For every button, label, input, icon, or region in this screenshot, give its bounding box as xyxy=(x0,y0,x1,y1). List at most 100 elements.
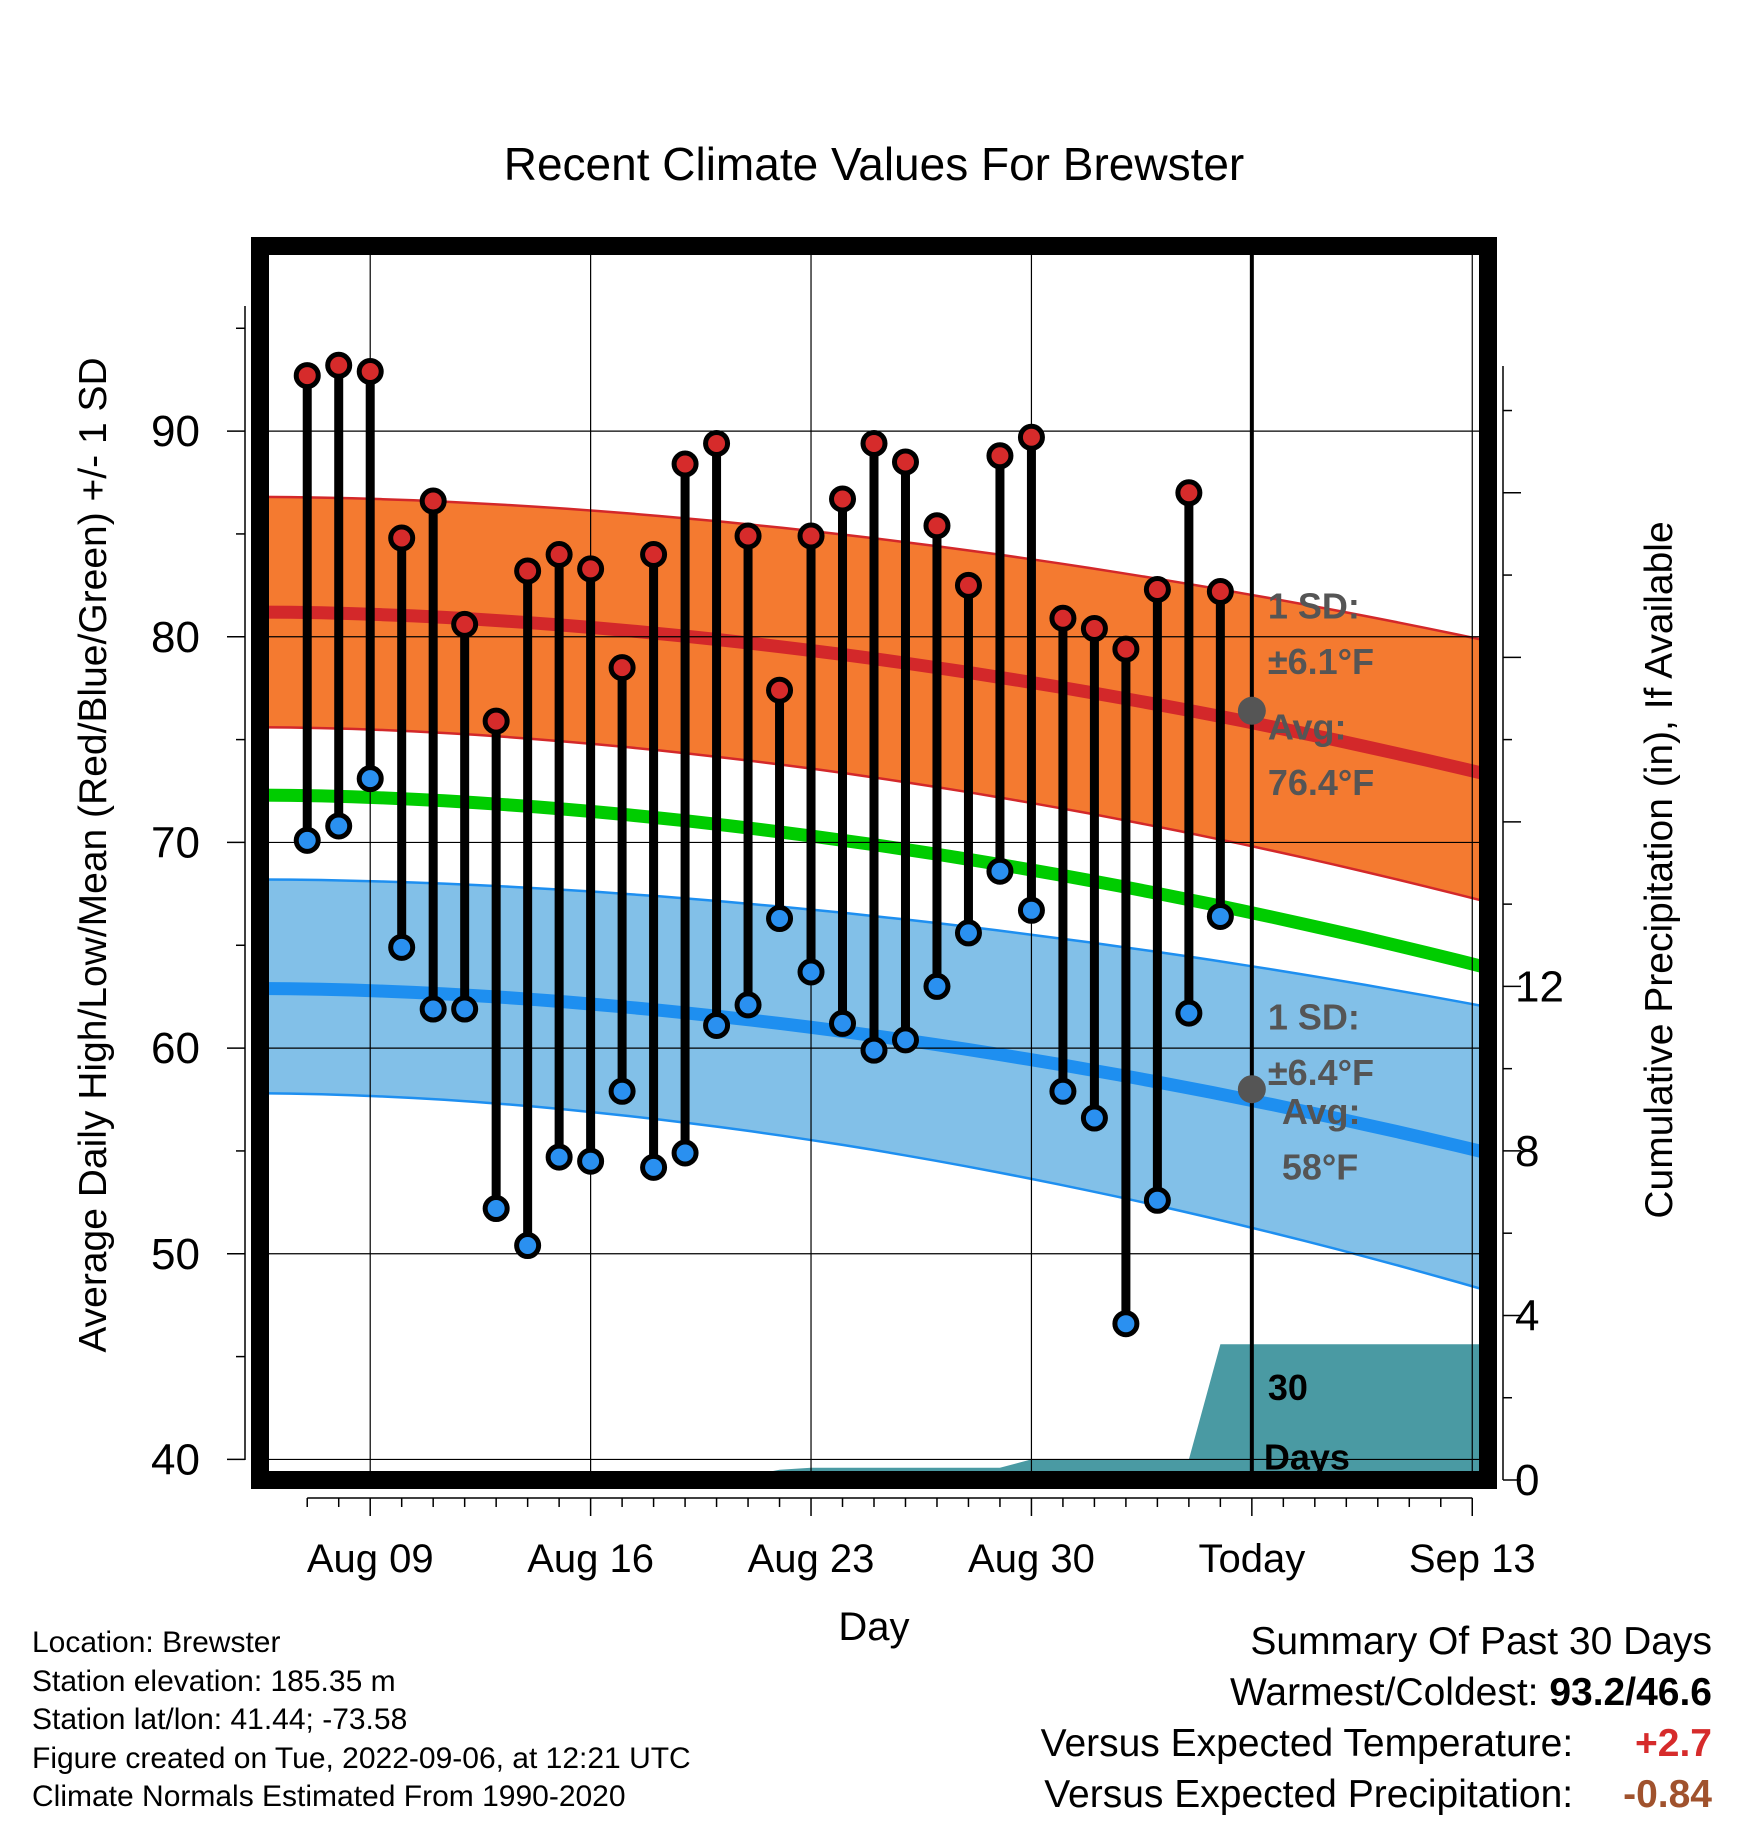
low-avg-annotation: 58°F xyxy=(1282,1147,1358,1188)
precip-area xyxy=(260,1344,1488,1480)
daily-high-point xyxy=(388,524,416,552)
daily-high-point xyxy=(797,522,825,550)
y2-tick-label: 8 xyxy=(1515,1127,1539,1176)
daily-low-point xyxy=(734,991,762,1019)
daily-low-point xyxy=(829,1009,857,1037)
x-tick-label: Sep 13 xyxy=(1409,1537,1536,1581)
daily-low-point xyxy=(1080,1104,1108,1132)
daily-low-point xyxy=(325,812,353,840)
daily-high-point xyxy=(766,676,794,704)
warmest-value: 93.2/46.6 xyxy=(1549,1671,1712,1714)
daily-low-point xyxy=(1143,1186,1171,1214)
station-info: Location: Brewster Station elevation: 18… xyxy=(32,1624,691,1817)
daily-low-point xyxy=(356,765,384,793)
daily-low-point xyxy=(923,972,951,1000)
daily-high-point xyxy=(703,429,731,457)
daily-high-point xyxy=(829,485,857,513)
x-tick-label: Aug 09 xyxy=(307,1537,434,1581)
high-sd-annotation: 1 SD: xyxy=(1268,585,1360,626)
days-annotation: 30 xyxy=(1268,1367,1308,1408)
daily-high-point xyxy=(451,610,479,638)
today-high-avg-marker xyxy=(1237,696,1266,725)
daily-high-point xyxy=(860,429,888,457)
daily-low-point xyxy=(986,857,1014,885)
daily-high-point xyxy=(608,654,636,682)
y-tick-label: 90 xyxy=(151,407,200,456)
summary-title: Summary Of Past 30 Days xyxy=(1250,1620,1712,1663)
x-tick-label: Today xyxy=(1198,1537,1305,1581)
daily-high-point xyxy=(482,707,510,735)
low-sd-annotation: ±6.4°F xyxy=(1268,1052,1374,1093)
warmest-label: Warmest/Coldest: xyxy=(1230,1671,1539,1714)
summary-panel: Summary Of Past 30 Days Warmest/Coldest:… xyxy=(1041,1616,1712,1820)
daily-high-point xyxy=(1017,423,1045,451)
today-low-avg-marker xyxy=(1237,1075,1266,1104)
daily-low-point xyxy=(419,995,447,1023)
daily-low-point xyxy=(1049,1077,1077,1105)
y-tick-label: 80 xyxy=(151,613,200,662)
y2-tick-label: 0 xyxy=(1515,1456,1539,1505)
daily-low-point xyxy=(608,1077,636,1105)
low-sd-annotation: 1 SD: xyxy=(1268,997,1360,1038)
daily-high-point xyxy=(293,362,321,390)
daily-high-point xyxy=(356,357,384,385)
daily-low-point xyxy=(482,1195,510,1223)
daily-high-point xyxy=(671,450,699,478)
x-tick-label: Aug 23 xyxy=(748,1537,875,1581)
high-avg-annotation: 76.4°F xyxy=(1268,762,1374,803)
low-sd-band xyxy=(260,879,1488,1291)
daily-low-point xyxy=(293,826,321,854)
daily-low-point xyxy=(891,1026,919,1054)
daily-high-point xyxy=(891,448,919,476)
y2-axis-label: Cumulative Precipitation (in), If Availa… xyxy=(1638,521,1681,1218)
normals-text: Climate Normals Estimated From 1990-2020 xyxy=(32,1780,626,1813)
daily-low-point xyxy=(577,1147,605,1175)
daily-low-point xyxy=(797,958,825,986)
daily-high-point xyxy=(1080,615,1108,643)
daily-high-point xyxy=(954,571,982,599)
low-avg-annotation: Avg: xyxy=(1282,1091,1361,1132)
days-annotation: Days xyxy=(1264,1437,1350,1478)
daily-low-point xyxy=(514,1232,542,1260)
y-tick-label: 70 xyxy=(151,818,200,867)
plot-frame xyxy=(251,237,1497,1489)
daily-low-point xyxy=(860,1036,888,1064)
latlon-text: Station lat/lon: 41.44; -73.58 xyxy=(32,1703,408,1736)
low-sd-band-lower-edge xyxy=(259,1092,1489,1293)
daily-high-point xyxy=(640,541,668,568)
created-text: Figure created on Tue, 2022-09-06, at 12… xyxy=(32,1741,691,1775)
daily-low-point xyxy=(954,919,982,947)
daily-high-point xyxy=(1112,635,1140,663)
y2-tick-label: 12 xyxy=(1515,962,1564,1011)
daily-low-point xyxy=(388,933,416,961)
daily-high-point xyxy=(514,557,542,585)
daily-high-point xyxy=(734,522,762,550)
daily-high-point xyxy=(545,541,573,568)
daily-low-point xyxy=(545,1143,573,1171)
daily-high-point xyxy=(1206,578,1234,606)
elevation-text: Station elevation: 185.35 m xyxy=(32,1664,396,1698)
daily-low-point xyxy=(451,995,479,1023)
daily-high-point xyxy=(1175,479,1203,507)
high-sd-annotation: ±6.1°F xyxy=(1268,641,1374,682)
y-axis-label: Average Daily High/Low/Mean (Red/Blue/Gr… xyxy=(72,357,115,1352)
precip-anomaly-value: -0.84 xyxy=(1623,1773,1712,1816)
daily-low-point xyxy=(1017,896,1045,924)
high-avg-annotation: Avg: xyxy=(1268,707,1347,748)
y-tick-label: 50 xyxy=(151,1230,200,1279)
daily-high-point xyxy=(986,442,1014,470)
daily-high-point xyxy=(1049,604,1077,632)
daily-low-point xyxy=(671,1139,699,1167)
daily-high-point xyxy=(577,555,605,583)
location-text: Location: Brewster xyxy=(32,1626,281,1659)
daily-low-point xyxy=(640,1153,668,1181)
chart-title: Recent Climate Values For Brewster xyxy=(504,138,1245,190)
daily-high-point xyxy=(325,351,353,379)
daily-high-point xyxy=(1143,575,1171,603)
y2-tick-label: 4 xyxy=(1515,1291,1539,1340)
temp-anomaly-label: Versus Expected Temperature: xyxy=(1040,1722,1574,1765)
daily-high-point xyxy=(923,512,951,540)
temp-anomaly-value: +2.7 xyxy=(1635,1722,1712,1765)
daily-low-point xyxy=(766,905,794,933)
